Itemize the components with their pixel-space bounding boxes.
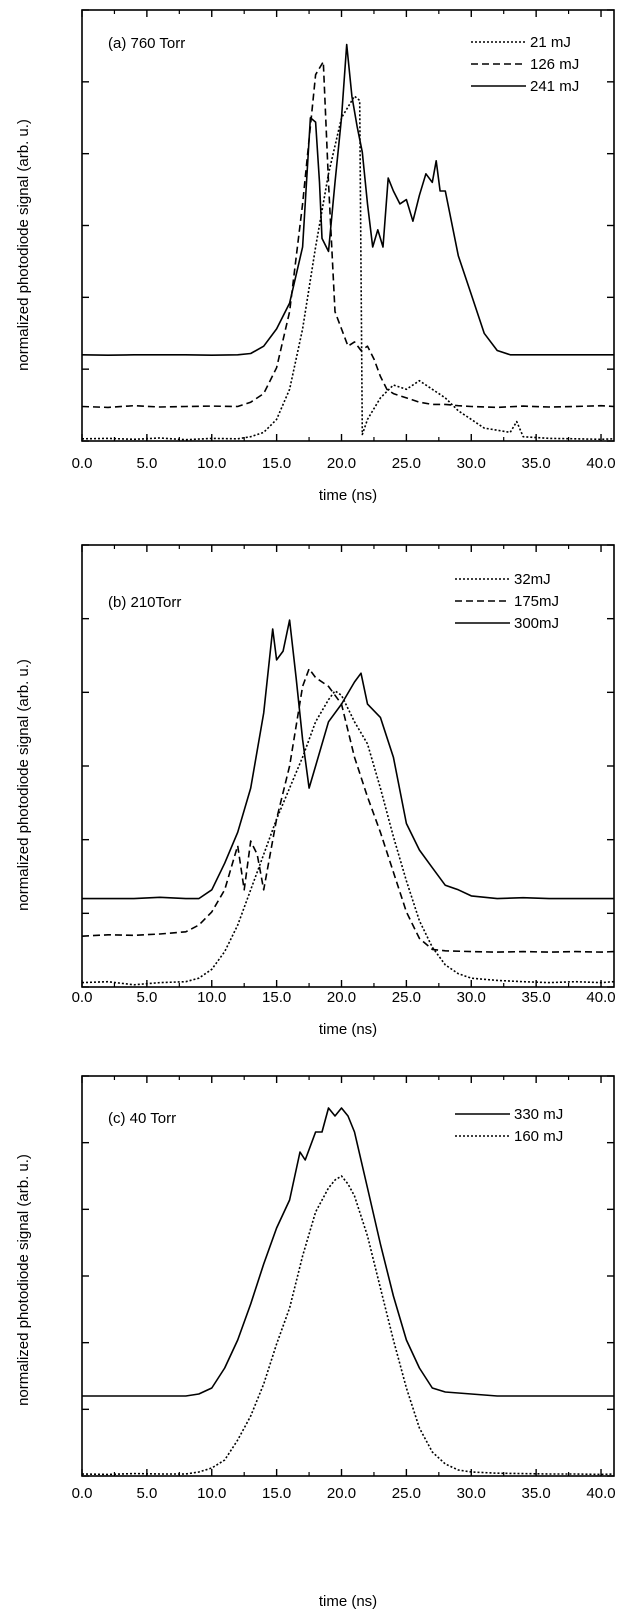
series-line-126mj [82, 60, 614, 409]
series-line-300mj [82, 619, 614, 900]
legend-label: 126 mJ [530, 56, 579, 73]
x-tick-label: 5.0 [136, 989, 157, 1006]
x-tick-label: 5.0 [136, 1485, 157, 1502]
legend-label: 300mJ [514, 615, 559, 632]
x-tick-label: 40.0 [586, 455, 615, 472]
legend-label: 241 mJ [530, 78, 579, 95]
plot-frame [81, 9, 615, 442]
x-tick-label: 15.0 [262, 989, 291, 1006]
x-tick-label: 35.0 [522, 455, 551, 472]
x-tick-label: 30.0 [457, 989, 486, 1006]
x-tick-label: 35.0 [522, 1485, 551, 1502]
panel-label: (b) 210Torr [108, 594, 181, 611]
x-tick-label: 10.0 [197, 455, 226, 472]
x-tick-label: 35.0 [522, 989, 551, 1006]
x-axis-label: time (ns) [319, 1593, 377, 1610]
legend-label: 32mJ [514, 571, 551, 588]
legend-label: 330 mJ [514, 1106, 563, 1123]
x-tick-label: 10.0 [197, 1485, 226, 1502]
x-tick-label: 20.0 [327, 989, 356, 1006]
series-line-241mj [82, 43, 614, 356]
x-tick-label: 25.0 [392, 1485, 421, 1502]
x-tick-label: 30.0 [457, 455, 486, 472]
legend-label: 160 mJ [514, 1128, 563, 1145]
chart-panel-2: 0.0 5.0 10.0 15.0 20.0 25.0 30.0 35.0 40.0 32mJ 17… [15, 544, 616, 1038]
x-tick-label: 25.0 [392, 989, 421, 1006]
x-tick-label: 10.0 [197, 989, 226, 1006]
x-axis-label: time (ns) [319, 1021, 377, 1038]
x-tick-label: 0.0 [72, 455, 93, 472]
x-axis-label: time (ns) [319, 487, 377, 504]
panel-label: (c) 40 Torr [108, 1110, 176, 1127]
panel-label: (a) 760 Torr [108, 35, 185, 52]
x-tick-label: 20.0 [327, 1485, 356, 1502]
y-axis-label: normalized photodiode signal (arb. u.) [15, 1154, 32, 1406]
x-tick-label: 15.0 [262, 455, 291, 472]
series-line-330mj [82, 1107, 614, 1397]
legend-label: 175mJ [514, 593, 559, 610]
series-line-175mj [82, 668, 614, 953]
x-tick-label: 25.0 [392, 455, 421, 472]
x-tick-label: 0.0 [72, 989, 93, 1006]
x-tick-label: 40.0 [586, 1485, 615, 1502]
series-line-160mj [82, 1175, 614, 1476]
y-axis-label: normalized photodiode signal (arb. u.) [15, 119, 32, 371]
chart-panel-1: 0.0 5.0 10.0 15.0 20.0 25.0 30.0 35.0 40.0 21 mJ 1… [15, 9, 616, 504]
series-line-21mj [82, 95, 614, 441]
x-tick-label: 0.0 [72, 1485, 93, 1502]
x-tick-label: 30.0 [457, 1485, 486, 1502]
plot-frame [81, 544, 615, 988]
series-line-32mj [82, 690, 614, 986]
chart-panel-3: 0.0 5.0 10.0 15.0 20.0 25.0 30.0 35.0 40.0 330 mJ… [15, 1075, 616, 1610]
y-axis-label: normalized photodiode signal (arb. u.) [15, 659, 32, 911]
legend-label: 21 mJ [530, 34, 571, 51]
x-tick-label: 20.0 [327, 455, 356, 472]
x-tick-label: 5.0 [136, 455, 157, 472]
x-tick-label: 15.0 [262, 1485, 291, 1502]
x-tick-label: 40.0 [586, 989, 615, 1006]
